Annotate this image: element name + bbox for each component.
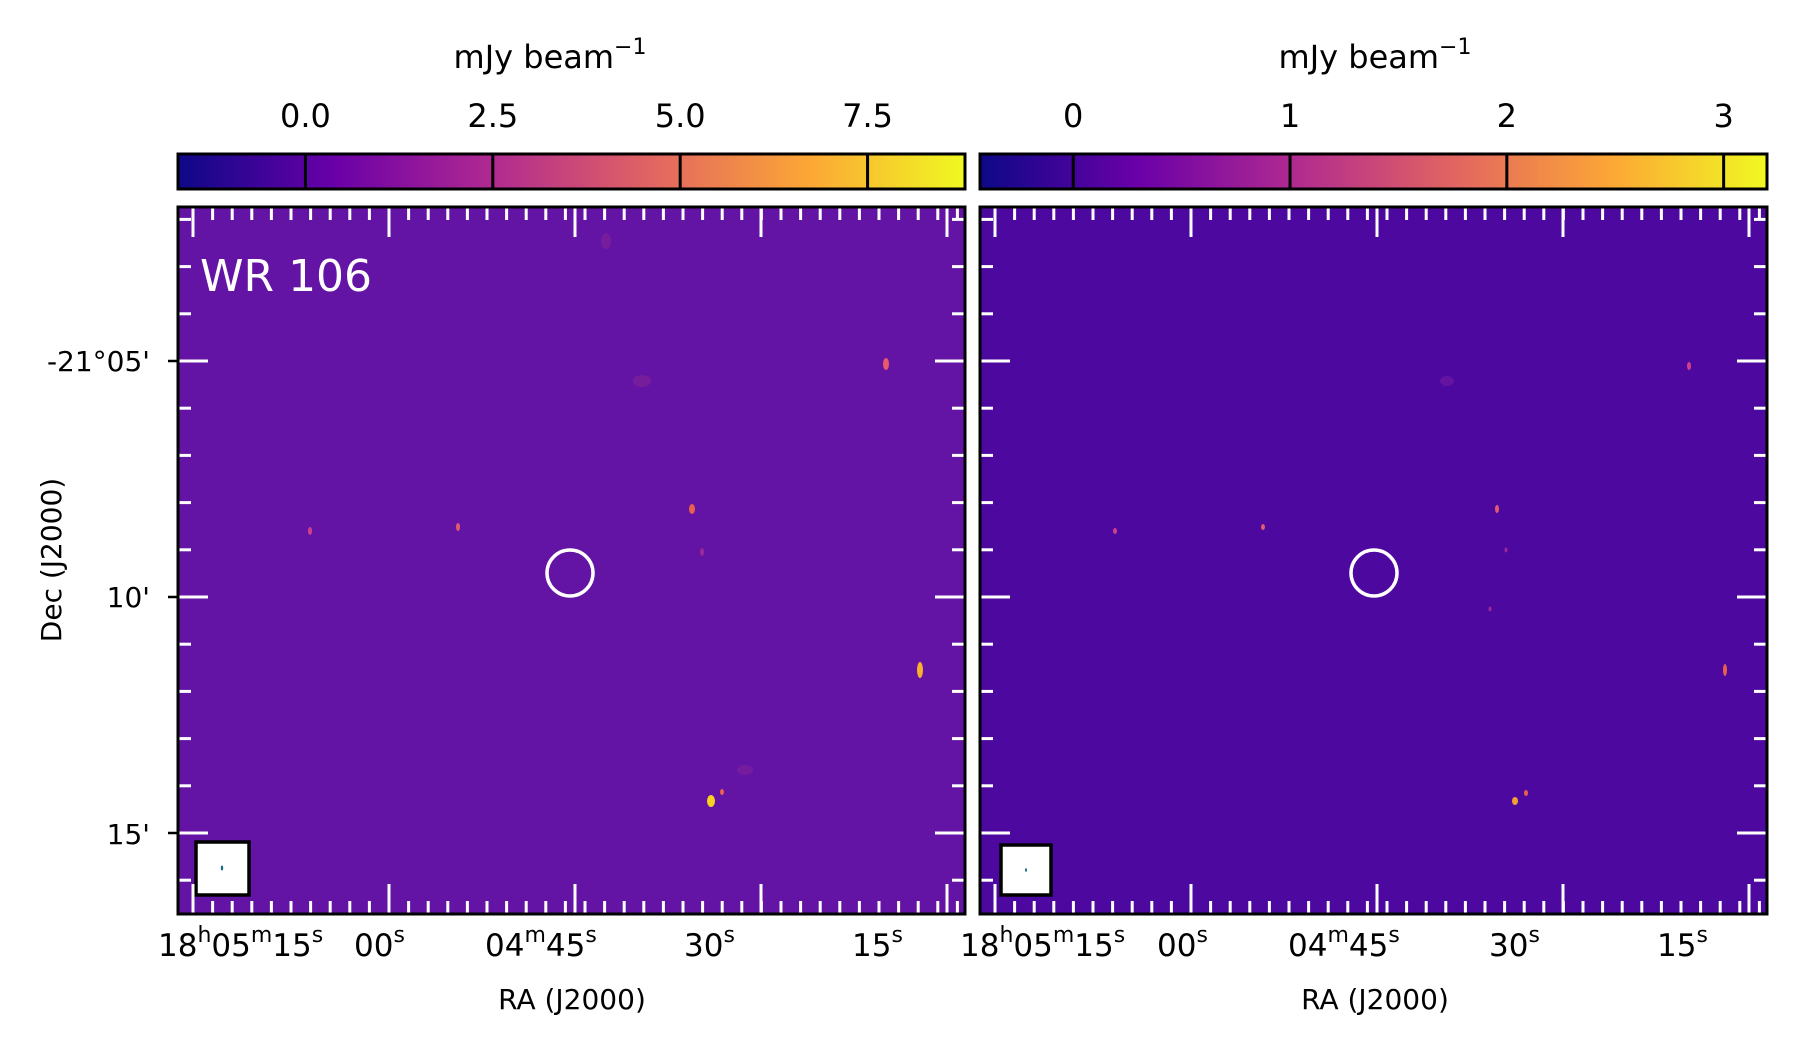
right-source-point bbox=[1261, 524, 1265, 530]
right-image-sources bbox=[1113, 362, 1727, 805]
ra-tick-label: 00s bbox=[1157, 923, 1208, 964]
colorbar-tick-label: 1 bbox=[1280, 97, 1300, 135]
right-source-point bbox=[1723, 664, 1727, 676]
left-source-blob bbox=[633, 375, 651, 387]
ra-tick-label: 18h05m15s bbox=[158, 923, 323, 964]
left-source-point bbox=[456, 523, 460, 531]
dec-tick-label: -21°05' bbox=[47, 345, 150, 378]
right-source-point bbox=[1113, 528, 1117, 534]
ra-tick-label: 15s bbox=[1657, 923, 1708, 964]
right-colorbar-unit-label: mJy beam−1 bbox=[1279, 35, 1472, 76]
ra-axis-label: RA (J2000) bbox=[1301, 983, 1449, 1016]
left-image-background bbox=[178, 207, 965, 914]
right-colorbar: mJy beam−1 0 1 2 3 bbox=[978, 35, 1769, 191]
left-source-blob bbox=[601, 233, 611, 249]
right-beam-ellipse bbox=[1025, 868, 1027, 872]
ra-tick-label: 30s bbox=[1489, 923, 1540, 964]
right-colorbar-frame bbox=[978, 152, 1769, 191]
ra-tick-label: 04m45s bbox=[1288, 923, 1400, 964]
right-source-point bbox=[1488, 606, 1492, 612]
left-source-blob bbox=[737, 765, 753, 775]
ra-tick-label: 30s bbox=[684, 923, 735, 964]
right-image-background bbox=[980, 207, 1767, 914]
left-panel-label: WR 106 bbox=[200, 251, 372, 302]
left-source-point bbox=[917, 662, 923, 678]
ra-tick-label: 18h05m15s bbox=[960, 923, 1125, 964]
left-colorbar: mJy beam−1 0.0 2.5 5.0 7.5 bbox=[176, 35, 967, 191]
ra-tick-label: 04m45s bbox=[485, 923, 597, 964]
left-image-frame bbox=[176, 205, 967, 916]
left-source-point bbox=[707, 795, 715, 807]
left-source-point bbox=[700, 548, 704, 556]
right-source-point bbox=[1524, 790, 1528, 796]
right-panel: mJy beam−1 0 1 2 3 18h05m15s 00s 04m45s 30s… bbox=[960, 35, 1769, 1016]
dec-tick-label: 15' bbox=[107, 818, 150, 851]
dec-axis-label: Dec (J2000) bbox=[35, 478, 68, 642]
left-source-point bbox=[720, 789, 724, 795]
colorbar-tick-label: 2 bbox=[1497, 97, 1517, 135]
left-colorbar-unit-label: mJy beam−1 bbox=[454, 35, 647, 76]
left-image-sources bbox=[308, 233, 923, 807]
left-target-circle bbox=[545, 548, 595, 598]
colorbar-tick-label: 0.0 bbox=[280, 97, 331, 135]
ra-axis-label: RA (J2000) bbox=[498, 983, 646, 1016]
ra-tick-label: 15s bbox=[852, 923, 903, 964]
right-source-point bbox=[1512, 797, 1518, 805]
right-source-point bbox=[1495, 505, 1499, 513]
left-source-point bbox=[308, 527, 312, 535]
left-colorbar-frame bbox=[176, 152, 967, 191]
colorbar-tick-label: 0 bbox=[1063, 97, 1083, 135]
colorbar-tick-label: 7.5 bbox=[842, 97, 893, 135]
right-source-point bbox=[1687, 362, 1691, 370]
colorbar-tick-label: 2.5 bbox=[467, 97, 518, 135]
left-panel: mJy beam−1 0.0 2.5 5.0 7.5 WR 106 -2 bbox=[35, 35, 967, 1016]
right-colorbar-gradient bbox=[980, 154, 1767, 189]
colorbar-tick-label: 3 bbox=[1713, 97, 1733, 135]
left-source-point bbox=[883, 358, 889, 370]
right-target-circle bbox=[1349, 548, 1399, 598]
dec-tick-label: 10' bbox=[107, 581, 150, 614]
right-source-point bbox=[1504, 547, 1508, 553]
left-beam-ellipse bbox=[220, 865, 224, 871]
right-source-blob bbox=[1440, 376, 1454, 386]
colorbar-tick-label: 5.0 bbox=[655, 97, 706, 135]
left-source-point bbox=[689, 504, 695, 514]
left-colorbar-gradient bbox=[178, 154, 965, 189]
right-image-frame bbox=[978, 205, 1769, 916]
ra-tick-label: 00s bbox=[354, 923, 405, 964]
